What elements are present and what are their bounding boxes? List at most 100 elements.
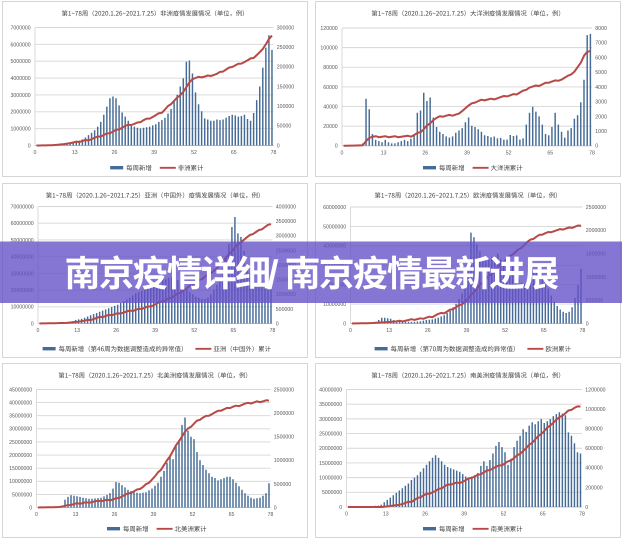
svg-text:20000000: 20000000	[9, 453, 32, 459]
svg-text:39: 39	[151, 150, 157, 156]
svg-text:25000000: 25000000	[9, 440, 32, 446]
svg-text:60000000: 60000000	[323, 205, 346, 211]
svg-text:13: 13	[383, 512, 389, 518]
svg-text:52: 52	[501, 512, 507, 518]
svg-text:200000: 200000	[277, 65, 294, 71]
svg-text:35000000: 35000000	[319, 402, 342, 408]
svg-text:500000: 500000	[276, 307, 293, 313]
svg-text:1000: 1000	[595, 129, 607, 135]
svg-text:0: 0	[35, 512, 38, 518]
svg-text:50000000: 50000000	[323, 224, 346, 230]
svg-text:3000: 3000	[595, 100, 607, 106]
svg-text:40000000: 40000000	[9, 401, 32, 407]
svg-text:52: 52	[191, 328, 197, 334]
svg-text:2000000: 2000000	[274, 411, 294, 417]
svg-text:1500000: 1500000	[274, 435, 294, 441]
svg-text:30000000: 30000000	[9, 427, 32, 433]
svg-text:13: 13	[73, 512, 79, 518]
svg-text:3500000: 3500000	[276, 219, 296, 225]
svg-text:1000000: 1000000	[274, 458, 294, 464]
svg-text:26: 26	[422, 512, 428, 518]
svg-text:0: 0	[343, 321, 346, 327]
svg-text:250000: 250000	[277, 45, 294, 51]
svg-text:5000000: 5000000	[12, 492, 32, 498]
svg-text:5000: 5000	[595, 70, 607, 76]
svg-text:13: 13	[74, 328, 80, 334]
svg-text:65: 65	[229, 512, 235, 518]
svg-text:0: 0	[37, 328, 40, 334]
svg-text:5000000: 5000000	[10, 59, 30, 65]
svg-text:0: 0	[585, 505, 588, 511]
svg-text:13: 13	[381, 151, 387, 157]
svg-text:39: 39	[152, 328, 158, 334]
svg-text:2500000: 2500000	[274, 387, 294, 393]
svg-text:39: 39	[464, 151, 470, 157]
svg-text:39: 39	[461, 512, 467, 518]
svg-text:6000: 6000	[595, 55, 607, 61]
svg-text:26: 26	[422, 151, 428, 157]
svg-text:0: 0	[274, 505, 277, 511]
svg-text:50000000: 50000000	[11, 238, 34, 244]
svg-text:30000000: 30000000	[319, 417, 342, 423]
svg-text:15000000: 15000000	[319, 461, 342, 467]
svg-text:0: 0	[34, 150, 37, 156]
svg-text:20000000: 20000000	[319, 446, 342, 452]
svg-text:78: 78	[580, 328, 586, 334]
svg-text:80000: 80000	[323, 65, 338, 71]
svg-text:26: 26	[112, 512, 118, 518]
svg-text:65: 65	[540, 512, 546, 518]
svg-text:7000: 7000	[595, 41, 607, 47]
svg-text:50000: 50000	[277, 124, 292, 130]
svg-text:26: 26	[113, 328, 119, 334]
svg-text:65: 65	[547, 151, 553, 157]
svg-text:39: 39	[151, 512, 157, 518]
svg-text:0: 0	[277, 143, 280, 149]
svg-text:0: 0	[586, 321, 589, 327]
svg-text:0: 0	[28, 143, 31, 149]
svg-text:70000000: 70000000	[11, 204, 34, 210]
svg-text:2000000: 2000000	[10, 110, 30, 116]
svg-text:4000000: 4000000	[10, 76, 30, 82]
svg-text:52: 52	[191, 150, 197, 156]
svg-text:400000: 400000	[585, 466, 602, 472]
svg-text:0: 0	[335, 144, 338, 150]
svg-text:4000: 4000	[595, 85, 607, 91]
svg-text:52: 52	[502, 328, 508, 334]
svg-text:1000000: 1000000	[585, 407, 605, 413]
svg-text:150000: 150000	[277, 84, 294, 90]
svg-text:26: 26	[112, 150, 118, 156]
svg-text:2500000: 2500000	[586, 205, 606, 211]
svg-text:1000000: 1000000	[10, 127, 30, 133]
svg-text:3000000: 3000000	[276, 234, 296, 240]
svg-text:0: 0	[345, 512, 348, 518]
svg-text:100000: 100000	[277, 104, 294, 110]
svg-text:10000000: 10000000	[319, 476, 342, 482]
svg-text:3000000: 3000000	[10, 93, 30, 99]
svg-text:65: 65	[231, 150, 237, 156]
svg-text:60000: 60000	[323, 85, 338, 91]
svg-text:2000: 2000	[595, 114, 607, 120]
svg-text:2000000: 2000000	[586, 228, 606, 234]
svg-text:26: 26	[425, 328, 431, 334]
svg-text:78: 78	[579, 512, 585, 518]
svg-text:0: 0	[276, 321, 279, 327]
svg-text:25000000: 25000000	[319, 432, 342, 438]
svg-text:0: 0	[349, 328, 352, 334]
svg-text:52: 52	[190, 512, 196, 518]
svg-text:1200000: 1200000	[585, 387, 605, 393]
svg-text:15000000: 15000000	[9, 466, 32, 472]
svg-text:13: 13	[386, 328, 392, 334]
svg-text:13: 13	[72, 150, 78, 156]
svg-text:600000: 600000	[585, 446, 602, 452]
svg-text:0: 0	[595, 144, 598, 150]
svg-text:800000: 800000	[585, 427, 602, 433]
svg-text:20000: 20000	[323, 124, 338, 130]
svg-text:300000: 300000	[277, 25, 294, 31]
svg-text:10000000: 10000000	[323, 302, 346, 308]
svg-text:78: 78	[589, 151, 595, 157]
svg-text:0: 0	[29, 505, 32, 511]
svg-text:0: 0	[339, 505, 342, 511]
svg-text:4000000: 4000000	[276, 204, 296, 210]
svg-text:10000000: 10000000	[11, 305, 34, 311]
svg-text:52: 52	[506, 151, 512, 157]
